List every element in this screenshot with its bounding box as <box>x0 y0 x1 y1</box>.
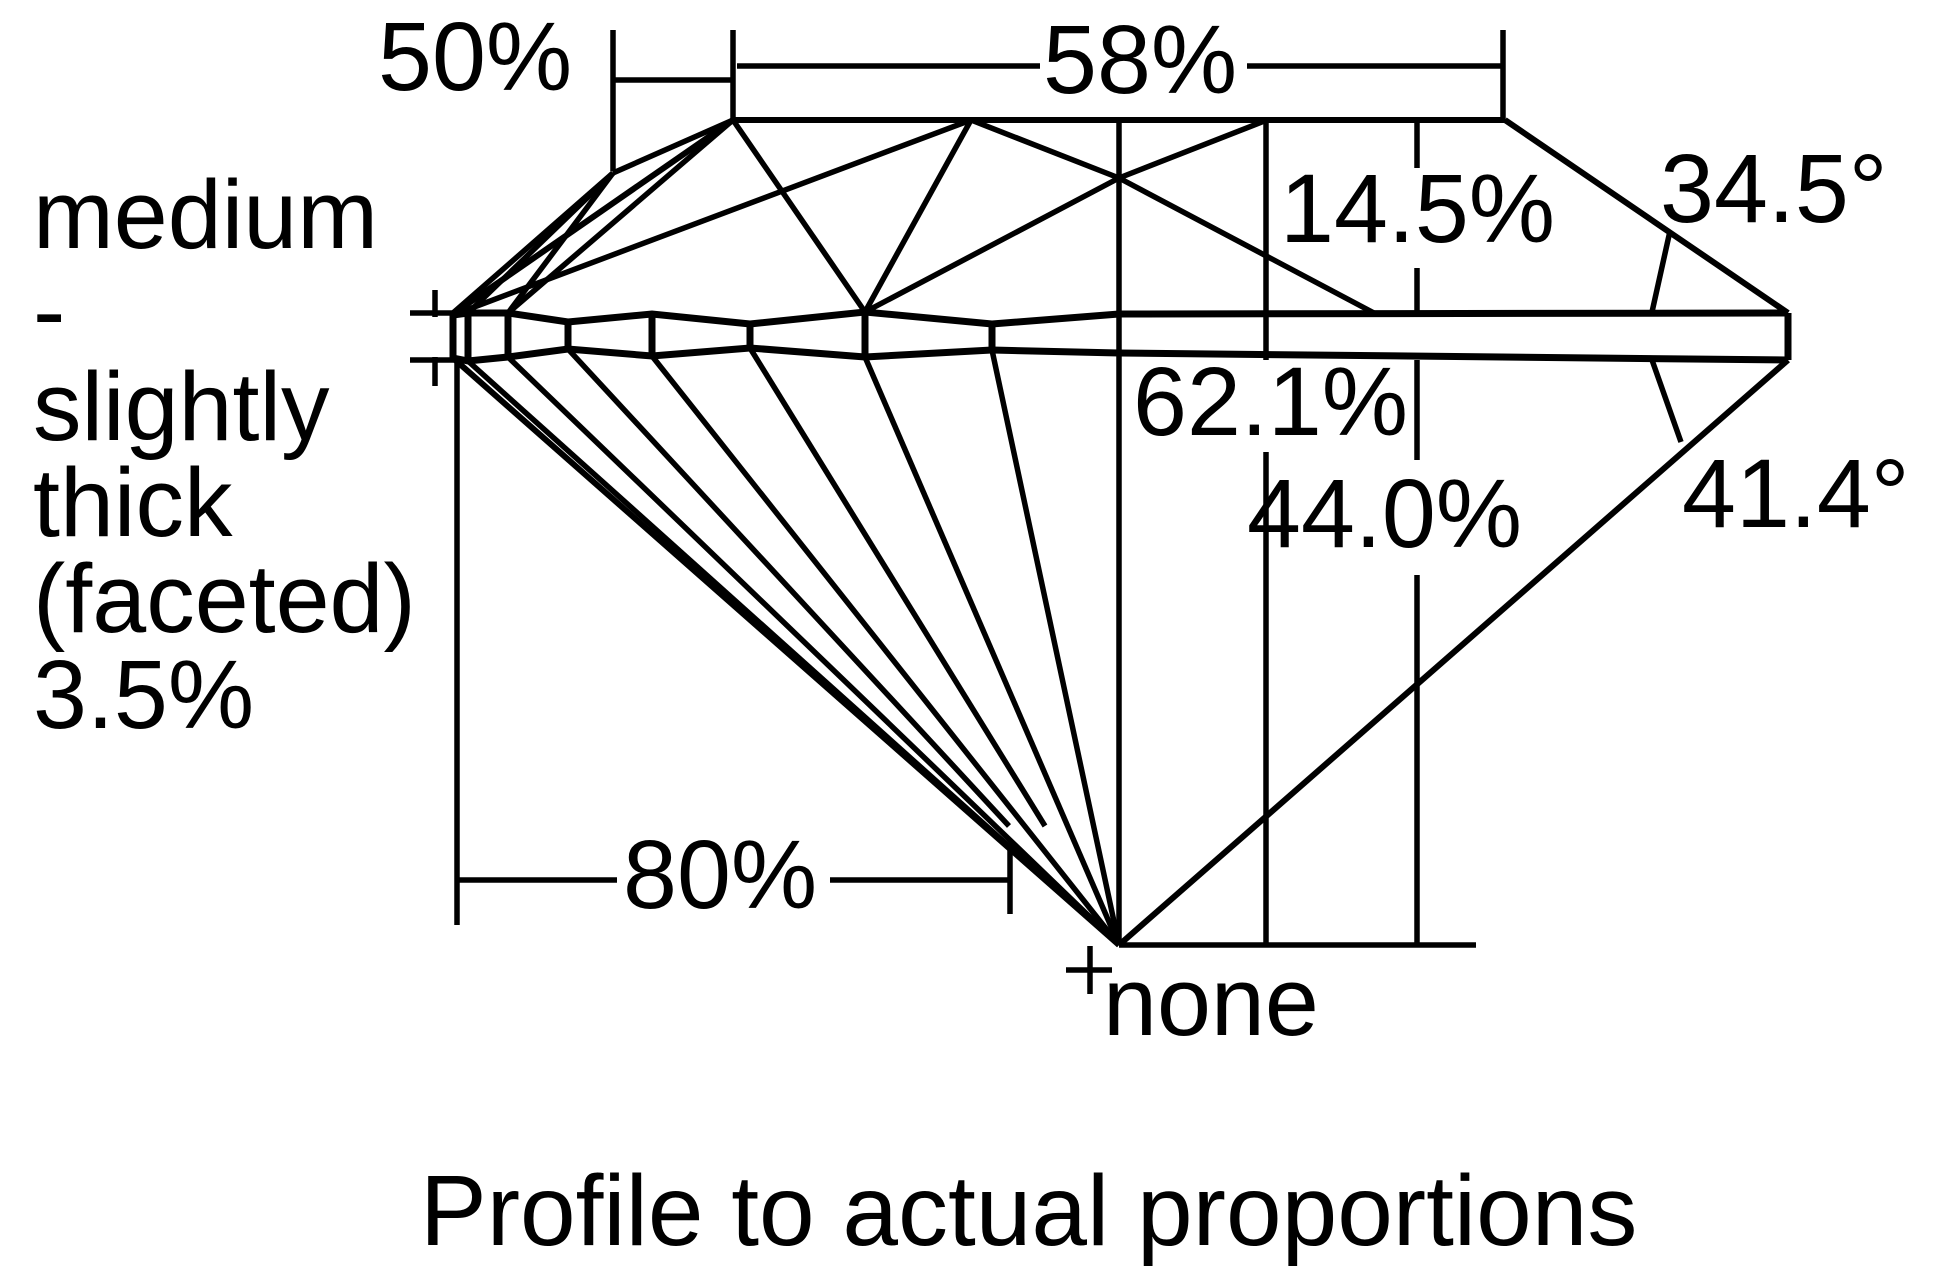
pavilion-facets <box>466 346 1122 948</box>
crown-angle-label: 34.5° <box>1660 134 1888 243</box>
pavilion-angle-label: 41.4° <box>1682 439 1910 548</box>
girdle-label-line: slightly <box>33 352 330 461</box>
table-size-label: 58% <box>1043 5 1238 114</box>
crown-height-label: 14.5% <box>1280 154 1556 263</box>
lower-girdle-label: 80% <box>623 820 818 929</box>
girdle-label-line: - <box>33 256 66 365</box>
diagram-caption: Profile to actual proportions <box>420 1155 1638 1267</box>
girdle-band <box>449 308 1792 365</box>
culet-label: none <box>1103 947 1319 1056</box>
girdle-thickness-label: medium - slightly thick (faceted) 3.5% <box>33 160 416 749</box>
diamond-outline <box>451 117 1790 948</box>
girdle-label-line: 3.5% <box>33 640 255 749</box>
total-depth-label: 62.1% <box>1133 347 1409 456</box>
crown-facets <box>451 117 1376 318</box>
girdle-label-line: thick <box>33 448 233 557</box>
pavilion-depth-label: 44.0% <box>1247 459 1523 568</box>
girdle-label-line: (faceted) <box>33 544 416 653</box>
girdle-label-line: medium <box>33 160 378 269</box>
dimension-lines <box>410 30 1684 994</box>
star-length-label: 50% <box>378 2 573 111</box>
